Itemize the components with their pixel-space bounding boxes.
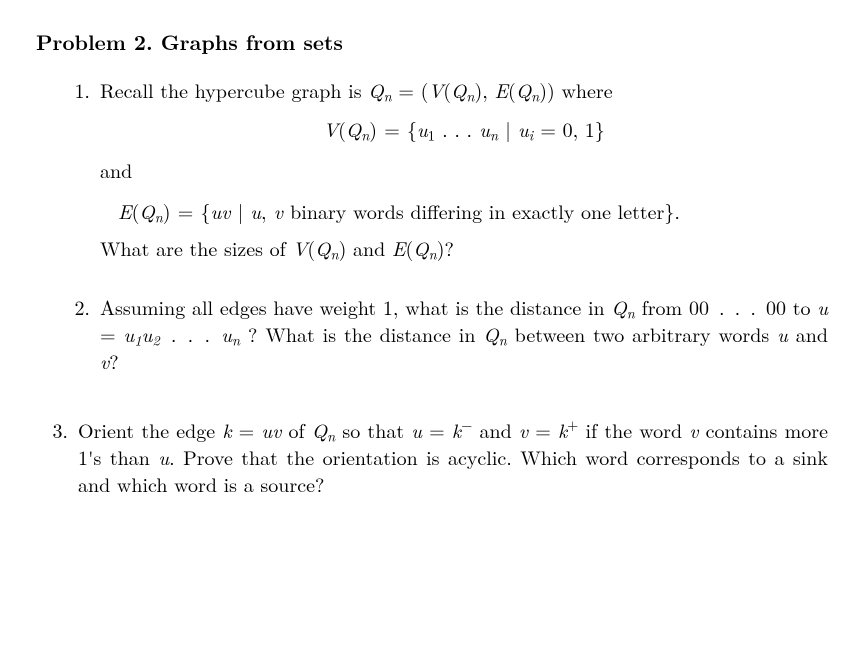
lead-text: Recall the hypercube graph is	[100, 75, 368, 104]
item-number: 2.	[36, 293, 100, 320]
item-number: 3.	[36, 416, 78, 443]
display-eq-2: E(Qn) = {uv | u, v binary words differin…	[100, 197, 828, 224]
item-number: 1.	[36, 76, 100, 103]
math-inline: Qn	[368, 75, 391, 104]
item3-text: Orient the edge k = uv of Qn so that u =…	[78, 416, 828, 497]
list-item-3: 3. Orient the edge k = uv of Qn so that …	[36, 416, 828, 509]
connector-and: and	[100, 156, 828, 183]
item1-question: What are the sizes of V(Qn) and E(Qn)?	[100, 234, 828, 261]
list-item-1: 1. Recall the hypercube graph is Qn = (V…	[36, 76, 828, 273]
problem-title: Problem 2. Graphs from sets	[36, 28, 828, 56]
list-item-2: 2. Assuming all edges have weight 1, wha…	[36, 293, 828, 386]
lead-tail: where	[555, 75, 613, 104]
display-eq-1: V(Qn) = {u1 . . . un | ui = 0, 1}	[100, 115, 828, 142]
item-body: Assuming all edges have weight 1, what i…	[100, 293, 828, 386]
item2-text: Assuming all edges have weight 1, what i…	[100, 293, 828, 374]
item-body: Recall the hypercube graph is Qn = (V(Qn…	[100, 76, 828, 273]
item-body: Orient the edge k = uv of Qn so that u =…	[78, 416, 828, 509]
item1-lead: Recall the hypercube graph is Qn = (V(Qn…	[100, 76, 828, 103]
